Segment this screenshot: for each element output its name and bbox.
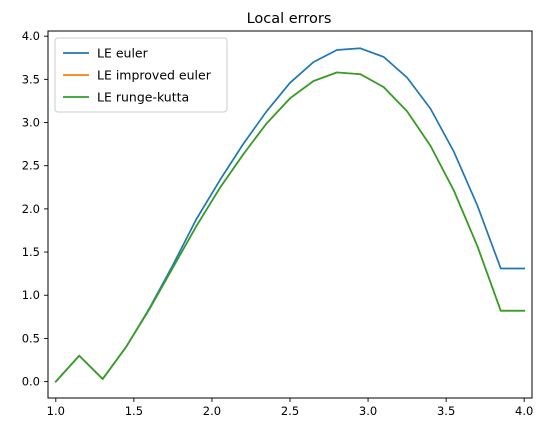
legend-label: LE euler [97, 46, 149, 61]
y-tick-label: 2.5 [22, 159, 40, 173]
y-tick-label: 4.0 [22, 29, 40, 43]
x-tick-label: 3.0 [359, 404, 377, 418]
x-tick-label: 3.5 [437, 404, 455, 418]
x-tick-label: 2.5 [281, 404, 299, 418]
y-tick-label: 1.0 [22, 288, 40, 302]
x-tick-label: 1.5 [125, 404, 143, 418]
x-tick-label: 2.0 [203, 404, 221, 418]
plot-area: 1.0 1.5 2.0 2.5 3.0 3.5 4.0 0.0 0.5 1.0 1.5 2.0 2.5 3… [22, 29, 534, 418]
legend-box [54, 37, 228, 113]
y-tick-label: 3.0 [22, 116, 40, 130]
y-tick-label: 1.5 [22, 245, 40, 259]
x-tick-label: 4.0 [515, 404, 533, 418]
y-tick-label: 3.5 [22, 72, 40, 86]
x-tick-label: 1.0 [47, 404, 65, 418]
series-line-le-runge-kutta [54, 71, 526, 383]
chart-title: Local errors [247, 11, 332, 27]
y-tick-label: 2.0 [22, 202, 40, 216]
legend-label: LE improved euler [97, 68, 212, 83]
y-tick-label: 0.5 [22, 331, 40, 345]
legend-label: LE runge-kutta [97, 90, 189, 105]
y-tick-label: 0.0 [22, 375, 40, 389]
